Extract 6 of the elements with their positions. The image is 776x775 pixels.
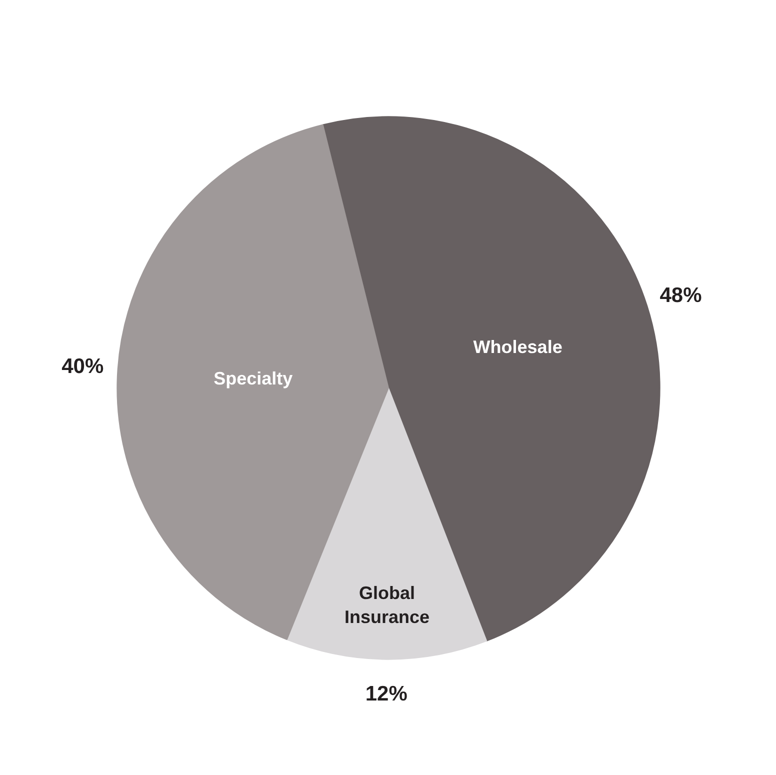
- slice-label: Wholesale: [473, 337, 562, 358]
- data-label: 12%: [365, 682, 408, 706]
- data-label: 48%: [660, 284, 702, 307]
- slice-label: Specialty: [214, 368, 293, 389]
- data-label: 40%: [62, 355, 104, 378]
- slice-label: Global Insurance: [344, 582, 430, 627]
